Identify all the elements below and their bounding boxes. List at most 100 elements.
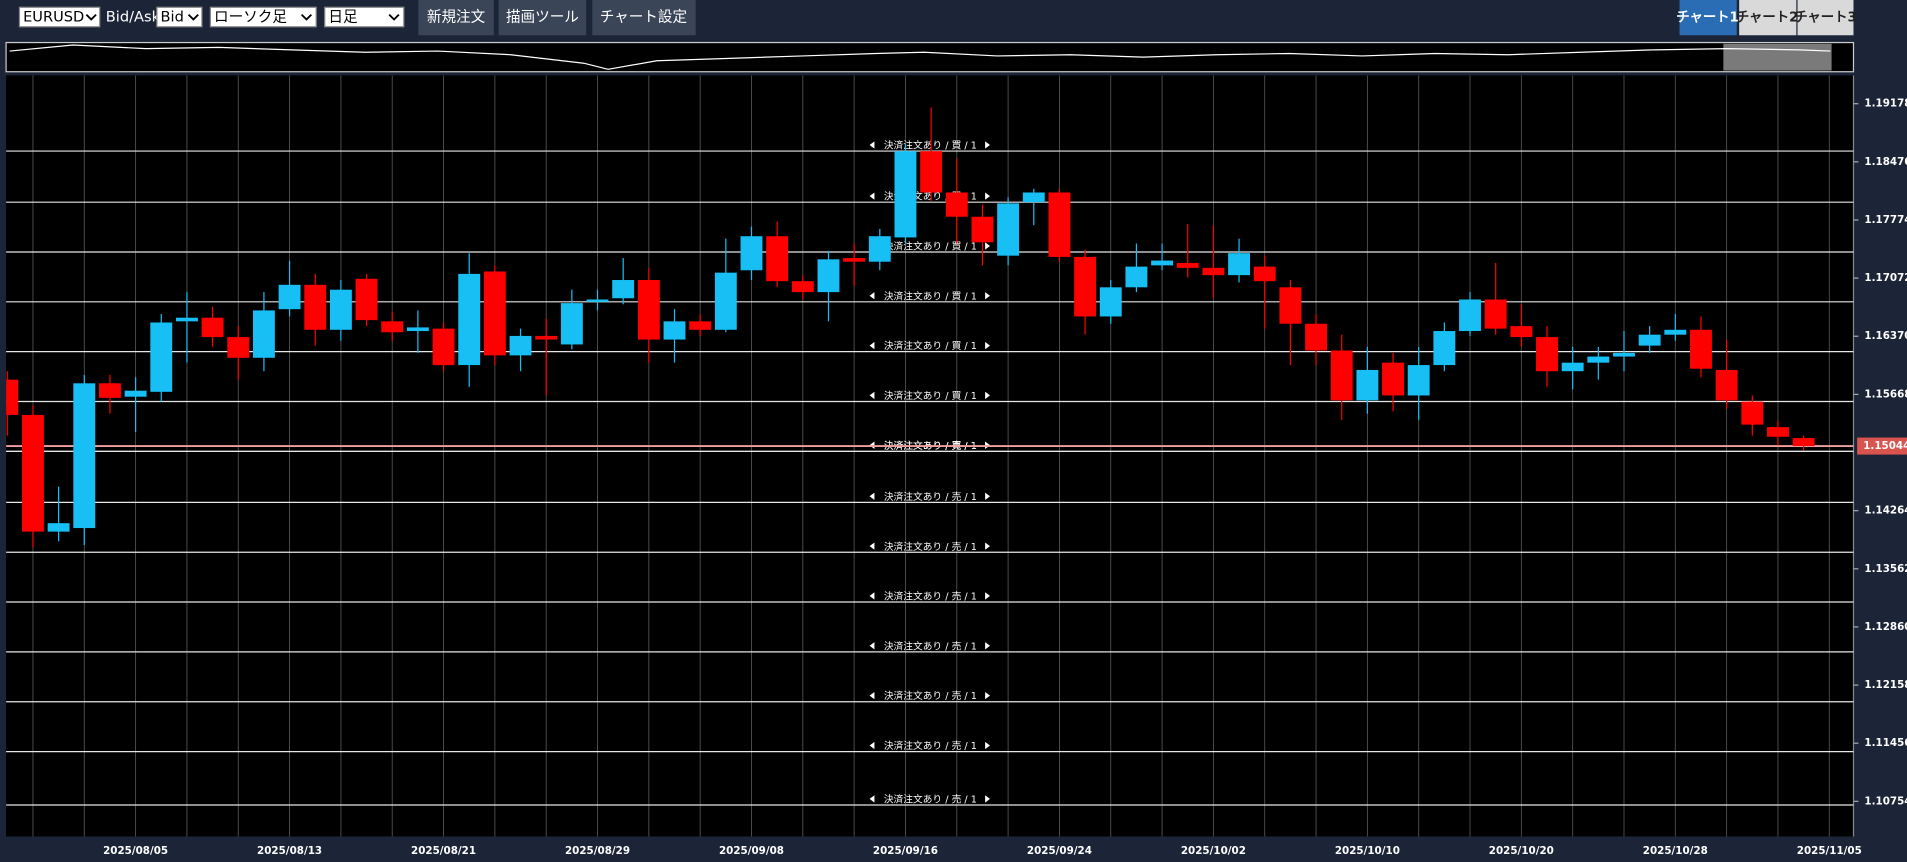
order-arrow-left bbox=[869, 292, 875, 300]
candle-body bbox=[509, 335, 532, 356]
order-arrow-right bbox=[985, 542, 990, 550]
candle-body bbox=[406, 327, 429, 332]
candle-body bbox=[1561, 362, 1584, 372]
button-label: 新規注文 bbox=[427, 9, 486, 26]
navigator-line bbox=[9, 44, 1831, 70]
order-label: 決済注文あり / 売 / 1 bbox=[884, 793, 977, 806]
tab-label: チャート3 bbox=[1794, 10, 1857, 26]
y-tick-label: 1.19178 bbox=[1864, 98, 1907, 110]
candle-body bbox=[22, 414, 44, 532]
order-arrow-left bbox=[869, 741, 875, 750]
chart-kind-select[interactable]: ローソク足 bbox=[209, 6, 317, 28]
chart-kind: ローソク足 bbox=[214, 9, 287, 26]
button-label: 描画ツール bbox=[506, 9, 579, 26]
timeframe-select[interactable]: 日足 bbox=[324, 6, 405, 28]
candle-body bbox=[47, 523, 70, 532]
candle-body bbox=[689, 321, 712, 330]
candle-body bbox=[920, 151, 943, 193]
tab[interactable]: チャート1 bbox=[1676, 0, 1739, 36]
order-arrow-right bbox=[985, 795, 990, 803]
axes: 2025/08/05 2025/08/13 2025/08/21 2025/08/29… bbox=[103, 98, 1907, 857]
order-label: 決済注文あり / 買 / 1 bbox=[884, 139, 977, 152]
tab[interactable]: チャート2 bbox=[1736, 0, 1799, 36]
toolbar: EURUSD Bid/Ask Bid ローソク足 日足 新規注文 描画ツール bbox=[18, 0, 1857, 36]
candle-body bbox=[432, 328, 455, 366]
candle-body bbox=[1459, 299, 1481, 332]
order-arrow-right bbox=[985, 592, 990, 600]
order-label: 決済注文あり / 買 / 1 bbox=[884, 240, 977, 253]
order-arrow-right bbox=[985, 691, 990, 700]
candle-body bbox=[1664, 329, 1687, 335]
order-label: 決済注文あり / 買 / 1 bbox=[884, 389, 977, 402]
order-label: 決済注文あり / 売 / 1 bbox=[884, 540, 977, 553]
x-tick-label: 2025/08/13 bbox=[257, 845, 322, 857]
candle-body bbox=[252, 310, 275, 358]
y-tick-label: 1.13562 bbox=[1864, 563, 1907, 575]
order-arrow-right bbox=[985, 242, 990, 250]
candle-body bbox=[150, 322, 173, 392]
candle-body bbox=[1433, 331, 1456, 366]
candle-body bbox=[1022, 192, 1045, 203]
button[interactable]: チャート設定 bbox=[592, 0, 696, 36]
candle-body bbox=[1279, 287, 1302, 324]
order-label: 決済注文あり / 買 / 1 bbox=[884, 339, 977, 352]
candle-body bbox=[1202, 267, 1225, 276]
order-arrow-right bbox=[985, 642, 990, 650]
candle-body bbox=[201, 317, 224, 338]
order-label: 決済注文あり / 売 / 1 bbox=[884, 639, 977, 652]
candle-body bbox=[663, 321, 686, 340]
order-arrow-right bbox=[985, 292, 990, 300]
candle-body bbox=[278, 284, 301, 310]
candle-body bbox=[1792, 438, 1815, 447]
order-arrow-left bbox=[869, 691, 875, 700]
order-arrow-left bbox=[869, 141, 875, 149]
y-tick-label: 1.11456 bbox=[1864, 737, 1907, 749]
order-arrow-left bbox=[869, 542, 875, 550]
candle-body bbox=[483, 271, 506, 356]
candle-body bbox=[458, 273, 481, 366]
candle-body bbox=[971, 216, 994, 243]
order-arrow-right bbox=[985, 141, 990, 149]
x-tick-label: 2025/08/21 bbox=[411, 845, 476, 857]
x-tick-label: 2025/08/29 bbox=[565, 845, 630, 857]
candle-body bbox=[997, 203, 1020, 256]
bid-ask-label: Bid/Ask bbox=[106, 9, 161, 26]
candle-body bbox=[1048, 192, 1071, 257]
navigator[interactable] bbox=[5, 41, 1855, 73]
plot: 決済注文あり / 買 / 1 決済注文あり / 買 / 1 決済注文あり / 買 /… bbox=[6, 75, 1854, 837]
order-arrow-left bbox=[869, 192, 875, 200]
tab[interactable]: チャート3 bbox=[1794, 0, 1857, 36]
x-tick-label: 2025/10/20 bbox=[1489, 845, 1554, 857]
x-tick-label: 2025/10/28 bbox=[1643, 845, 1708, 857]
x-tick-label: 2025/09/24 bbox=[1027, 845, 1092, 857]
candle-body bbox=[329, 289, 352, 330]
button[interactable]: 描画ツール bbox=[498, 0, 587, 36]
candle-body bbox=[1510, 326, 1533, 338]
candle-body bbox=[740, 236, 763, 271]
symbol-select[interactable]: EURUSD bbox=[18, 6, 101, 28]
tab-label: チャート2 bbox=[1736, 10, 1799, 26]
y-tick-label: 1.18476 bbox=[1864, 156, 1907, 168]
candle-body bbox=[6, 379, 19, 415]
current-price-label: 1.15044 bbox=[1863, 440, 1907, 452]
candle-body bbox=[1767, 427, 1789, 437]
candle-body bbox=[1330, 350, 1353, 401]
candle-body bbox=[945, 192, 968, 217]
candle-body bbox=[817, 259, 840, 293]
candle-body bbox=[1176, 262, 1199, 268]
candle-body bbox=[1690, 329, 1712, 369]
candle-body bbox=[612, 280, 635, 299]
candle-body bbox=[175, 317, 198, 322]
candle-body bbox=[1741, 401, 1764, 425]
x-tick-label: 2025/10/02 bbox=[1181, 845, 1246, 857]
candle-body bbox=[868, 236, 891, 262]
bid-ask: Bid bbox=[161, 9, 184, 26]
bid-ask-select[interactable]: Bid bbox=[156, 6, 203, 28]
order-arrow-right bbox=[985, 341, 990, 350]
candle-body bbox=[791, 281, 814, 293]
button[interactable]: 新規注文 bbox=[418, 0, 494, 36]
candle-body bbox=[1407, 365, 1430, 396]
candle-body bbox=[1151, 260, 1174, 266]
candle-body bbox=[1125, 266, 1148, 288]
